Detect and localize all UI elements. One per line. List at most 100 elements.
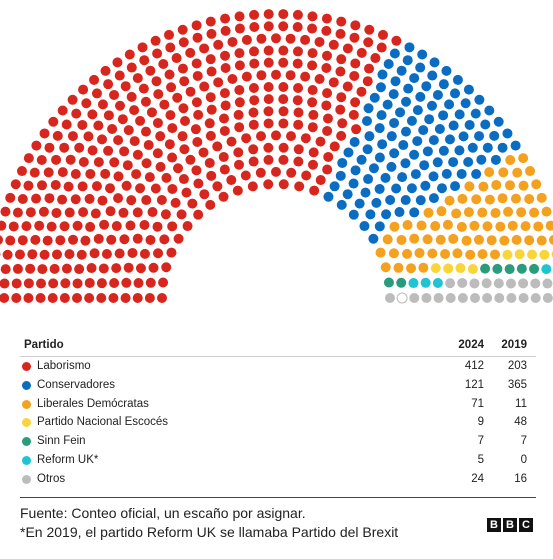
seat-party bbox=[518, 293, 529, 303]
seat-party bbox=[271, 166, 281, 177]
seat-party bbox=[234, 85, 245, 96]
seats-2024: 412 bbox=[464, 360, 484, 372]
seat-party bbox=[350, 20, 361, 31]
seat-party bbox=[55, 235, 66, 246]
seat-party bbox=[87, 109, 98, 120]
seat-party bbox=[402, 55, 413, 66]
legend-swatch bbox=[22, 474, 31, 484]
seat-party bbox=[351, 124, 362, 135]
seat-party bbox=[0, 220, 7, 231]
seat-party bbox=[0, 293, 10, 303]
seat-party bbox=[76, 249, 87, 260]
seat-party bbox=[71, 108, 82, 119]
seat-party bbox=[31, 140, 42, 151]
party-name: Laborismo bbox=[37, 360, 91, 372]
seat-party bbox=[193, 209, 204, 220]
seat-party bbox=[322, 88, 333, 99]
seat-party bbox=[85, 221, 96, 232]
seat-party bbox=[109, 278, 120, 288]
seat-party bbox=[93, 157, 104, 168]
seat-party bbox=[490, 207, 501, 218]
seat-party bbox=[122, 160, 133, 171]
seat-party bbox=[12, 207, 23, 218]
seat-party bbox=[152, 221, 163, 232]
seat-party bbox=[248, 156, 259, 167]
seat-party bbox=[539, 249, 550, 260]
seat-party bbox=[321, 50, 332, 61]
seats-2019: 7 bbox=[520, 435, 527, 448]
seat-party bbox=[263, 94, 274, 105]
seat-party bbox=[460, 98, 471, 109]
seat-party bbox=[152, 117, 163, 128]
seat-party bbox=[173, 233, 184, 244]
seat-party bbox=[423, 207, 434, 218]
seat-party bbox=[383, 277, 394, 288]
seats-2019: 16 bbox=[514, 472, 527, 485]
seat-party bbox=[391, 183, 402, 194]
seat-party bbox=[61, 119, 72, 130]
seat-party bbox=[21, 221, 32, 232]
seat-party bbox=[368, 233, 379, 244]
seat-party bbox=[93, 233, 104, 244]
seat-party bbox=[17, 194, 28, 204]
seat-party bbox=[363, 37, 374, 48]
seat-party bbox=[490, 249, 500, 260]
seat-party bbox=[397, 172, 408, 183]
seat-party bbox=[0, 206, 11, 217]
seat-party bbox=[278, 179, 289, 190]
seat-party bbox=[511, 234, 522, 245]
seat-party bbox=[249, 22, 260, 33]
seat-party bbox=[191, 58, 202, 69]
seat-party bbox=[123, 125, 134, 136]
seat-party bbox=[156, 195, 167, 206]
seat-party bbox=[131, 169, 142, 180]
seat-party bbox=[8, 221, 19, 232]
seat-party bbox=[248, 107, 259, 118]
seat-party bbox=[292, 58, 303, 69]
seat-party bbox=[99, 219, 110, 230]
seat-party bbox=[388, 248, 399, 259]
seat-party bbox=[436, 183, 447, 194]
seat-party bbox=[78, 156, 89, 167]
seat-party bbox=[157, 293, 167, 303]
seat-party bbox=[380, 172, 391, 183]
seat-party bbox=[445, 278, 456, 289]
seat-party bbox=[11, 293, 22, 303]
seat-party bbox=[362, 144, 373, 155]
seat-party bbox=[450, 88, 461, 99]
seat-party bbox=[38, 206, 49, 217]
seat-party bbox=[179, 76, 190, 87]
seat-party bbox=[89, 248, 100, 259]
seat-party bbox=[396, 234, 407, 245]
seat-party bbox=[124, 49, 135, 60]
seat-party bbox=[167, 152, 178, 163]
seat-party bbox=[463, 207, 474, 218]
seat-party bbox=[145, 65, 156, 76]
seat-party bbox=[510, 193, 521, 204]
seat-party bbox=[412, 105, 423, 116]
seat-party bbox=[376, 42, 387, 53]
seat-party bbox=[498, 167, 509, 178]
seat-party bbox=[234, 97, 245, 108]
seat-party bbox=[256, 131, 266, 142]
seat-party bbox=[385, 293, 395, 303]
seat-party bbox=[364, 63, 375, 74]
seat-party bbox=[50, 179, 61, 190]
legend-swatch bbox=[22, 399, 31, 409]
seat-party bbox=[502, 249, 513, 260]
seat-party bbox=[445, 293, 456, 303]
seat-party bbox=[350, 97, 361, 108]
seat-party bbox=[329, 141, 340, 152]
source-note: Fuente: Conteo oficial, un escaño por as… bbox=[20, 505, 306, 521]
seat-party bbox=[100, 168, 111, 179]
seat-party bbox=[430, 263, 441, 274]
year-2019-column-header: 2019 bbox=[501, 339, 527, 351]
seat-party bbox=[185, 154, 196, 165]
seat-party bbox=[255, 167, 266, 178]
seat-party bbox=[172, 92, 183, 103]
seat-party bbox=[541, 206, 552, 217]
seat-party bbox=[178, 103, 189, 114]
seat-party bbox=[506, 293, 517, 303]
table-row: Conservadores 121 365 bbox=[20, 376, 536, 395]
seat-party bbox=[234, 60, 245, 71]
